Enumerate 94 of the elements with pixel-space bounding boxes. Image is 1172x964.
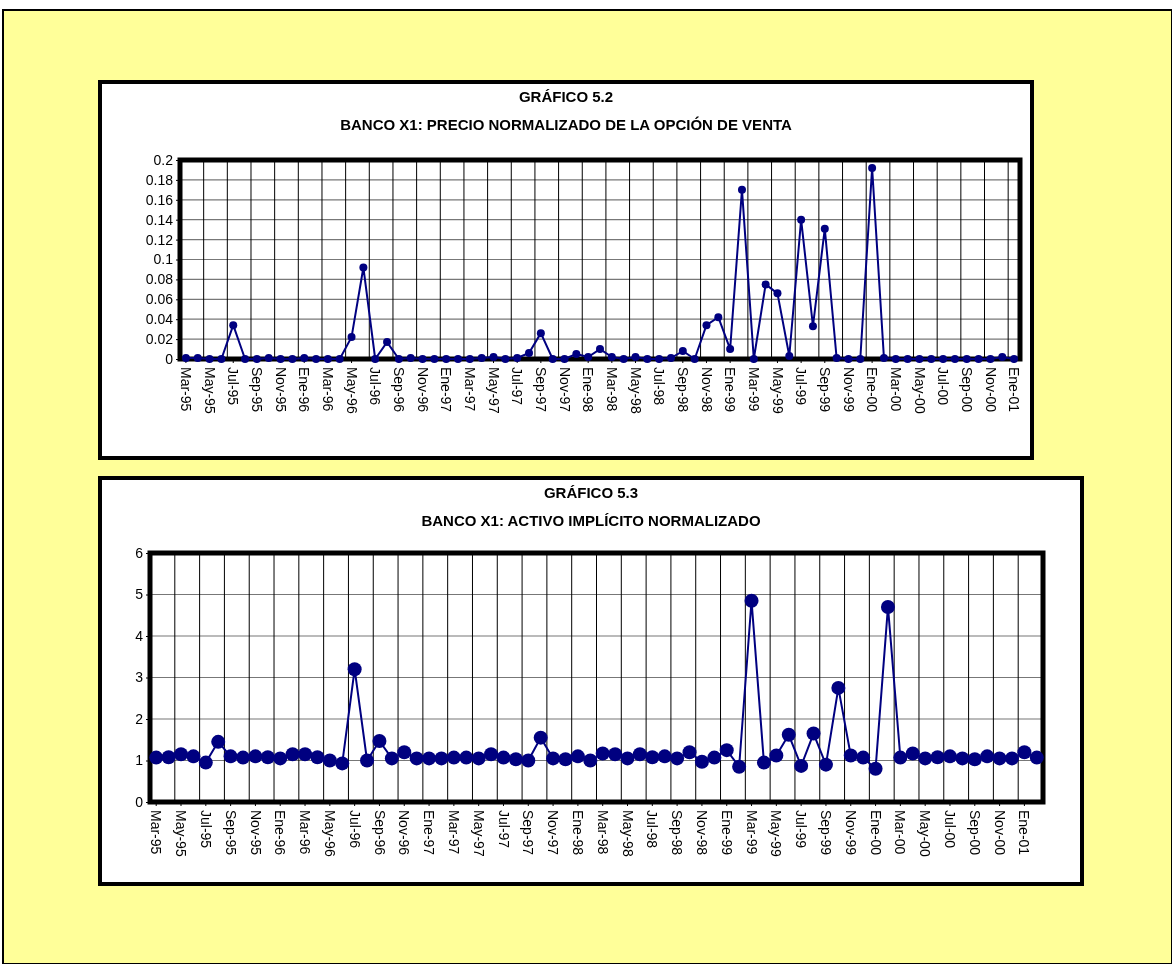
x-tick-label: Jul-98 — [644, 810, 661, 849]
y-tick-label: 0.02 — [145, 331, 174, 348]
x-tick-label: May-98 — [619, 810, 636, 857]
x-tick-label: Sep-98 — [669, 810, 686, 856]
x-tick-label: Jul-96 — [346, 810, 363, 849]
y-tick-label: 0 — [135, 793, 144, 810]
x-tick-label: Mar-00 — [887, 367, 904, 412]
x-tick-label: Mar-95 — [148, 810, 165, 855]
x-tick-label: Nov-99 — [842, 810, 859, 856]
x-tick-label: Mar-99 — [745, 367, 762, 412]
x-tick-label: Ene-96 — [272, 810, 289, 856]
x-tick-label: Sep-98 — [674, 367, 691, 413]
x-tick-label: Nov-98 — [694, 810, 711, 856]
y-tick-label: 0.04 — [145, 311, 174, 328]
x-tick-label: Sep-96 — [390, 367, 407, 413]
y-tick-label: 0.2 — [153, 151, 174, 168]
x-tick-label: Nov-96 — [414, 367, 431, 413]
y-tick-label: 6 — [135, 544, 144, 561]
x-tick-label: Jul-00 — [935, 367, 952, 406]
x-tick-label: Ene-00 — [864, 367, 881, 413]
x-tick-label: Jul-96 — [367, 367, 384, 406]
y-tick-label: 0.1 — [153, 251, 174, 268]
x-tick-label: Sep-99 — [818, 810, 835, 856]
x-tick-label: Nov-98 — [698, 367, 715, 413]
x-tick-label: Mar-98 — [594, 810, 611, 855]
x-tick-label: Ene-99 — [722, 367, 739, 413]
y-tick-label: 2 — [135, 710, 144, 727]
x-tick-label: Nov-97 — [556, 367, 573, 413]
x-tick-label: Ene-97 — [438, 367, 455, 413]
x-tick-label: May-97 — [485, 367, 502, 414]
x-tick-label: Jul-98 — [651, 367, 668, 406]
x-tick-label: Mar-95 — [178, 367, 195, 412]
x-tick-label: Mar-99 — [743, 810, 760, 855]
x-tick-label: Ene-96 — [296, 367, 313, 413]
y-tick-label: 3 — [135, 669, 144, 686]
x-tick-label: Nov-96 — [396, 810, 413, 856]
x-tick-label: Nov-00 — [982, 367, 999, 413]
x-tick-label: Ene-97 — [421, 810, 438, 856]
x-tick-label: Jul-97 — [495, 810, 512, 849]
y-tick-label: 4 — [135, 627, 144, 644]
chart-title: GRÁFICO 5.2 — [518, 88, 614, 105]
x-tick-label: Nov-95 — [247, 810, 264, 856]
x-tick-label: Sep-97 — [532, 367, 549, 413]
x-tick-label: Mar-98 — [603, 367, 620, 412]
x-tick-label: May-96 — [321, 810, 338, 857]
chart-title: GRÁFICO 5.3 — [543, 484, 639, 501]
x-tick-label: Mar-97 — [445, 810, 462, 855]
x-tick-label: May-98 — [627, 367, 644, 414]
x-tick-label: Jul-95 — [225, 367, 242, 406]
x-tick-label: Ene-00 — [867, 810, 884, 856]
x-tick-label: Mar-00 — [892, 810, 909, 855]
chart-subtitle: BANCO X1: ACTIVO IMPLÍCITO NORMALIZADO — [421, 512, 761, 529]
x-tick-label: Mar-96 — [319, 367, 336, 412]
x-tick-label: Mar-96 — [297, 810, 314, 855]
y-tick-label: 0.14 — [145, 211, 174, 228]
x-tick-label: May-00 — [917, 810, 934, 857]
x-tick-label: Jul-99 — [793, 810, 810, 849]
y-tick-label: 0.18 — [145, 171, 174, 188]
x-tick-label: Jul-97 — [509, 367, 526, 406]
x-tick-label: Ene-98 — [580, 367, 597, 413]
x-tick-label: Nov-97 — [545, 810, 562, 856]
y-tick-label: 0.16 — [145, 191, 174, 208]
y-tick-label: 1 — [135, 752, 144, 769]
x-tick-label: May-99 — [768, 810, 785, 857]
x-tick-label: Sep-96 — [371, 810, 388, 856]
x-tick-label: Sep-99 — [816, 367, 833, 413]
x-tick-label: Ene-01 — [1016, 810, 1033, 856]
x-tick-label: Jul-00 — [942, 810, 959, 849]
x-tick-label: May-99 — [769, 367, 786, 414]
chart-subtitle: BANCO X1: PRECIO NORMALIZADO DE LA OPCIÓN DE VENTA — [340, 116, 793, 133]
x-tick-label: Sep-95 — [222, 810, 239, 856]
x-tick-label: Jul-99 — [793, 367, 810, 406]
x-tick-label: May-97 — [470, 810, 487, 857]
x-tick-label: Ene-01 — [1006, 367, 1023, 413]
x-tick-label: Ene-98 — [570, 810, 586, 856]
x-tick-label: Nov-00 — [991, 810, 1008, 856]
x-tick-label: Sep-97 — [520, 810, 537, 856]
x-tick-label: May-96 — [343, 367, 360, 414]
y-tick-label: 0.06 — [145, 291, 174, 308]
x-tick-label: Sep-00 — [958, 367, 975, 413]
x-tick-label: Ene-99 — [718, 810, 735, 856]
x-tick-label: May-95 — [173, 810, 190, 857]
y-tick-label: 5 — [135, 586, 144, 603]
y-tick-label: 0.08 — [145, 271, 174, 288]
x-tick-label: Jul-95 — [197, 810, 214, 849]
x-tick-label: Mar-97 — [461, 367, 478, 412]
x-tick-label: Sep-95 — [249, 367, 265, 413]
x-tick-label: Sep-00 — [966, 810, 983, 856]
y-tick-label: 0.12 — [145, 231, 174, 248]
x-tick-label: Nov-99 — [840, 367, 857, 413]
x-tick-label: May-95 — [201, 367, 218, 414]
y-tick-label: 0 — [165, 350, 174, 367]
x-tick-label: Nov-95 — [272, 367, 289, 413]
x-tick-label: May-00 — [911, 367, 928, 414]
